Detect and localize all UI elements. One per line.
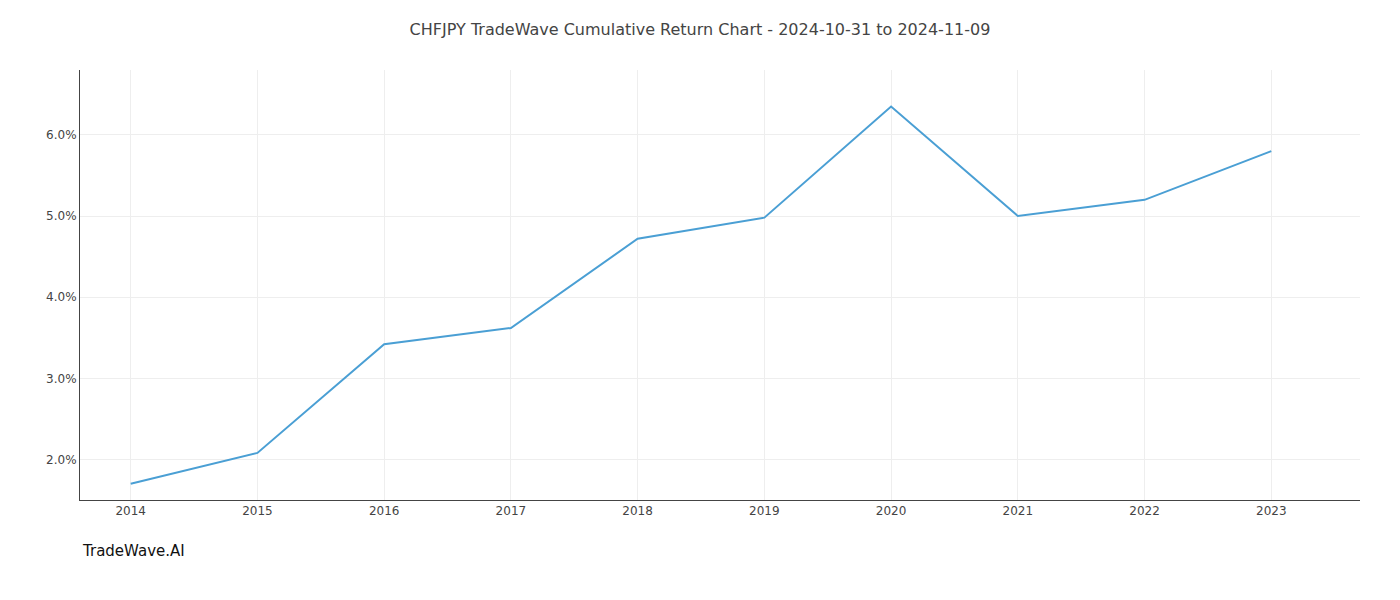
svg-text:2023: 2023	[1256, 504, 1287, 518]
svg-text:2022: 2022	[1129, 504, 1160, 518]
svg-text:6.0%: 6.0%	[46, 128, 77, 142]
svg-text:2015: 2015	[242, 504, 273, 518]
svg-text:3.0%: 3.0%	[46, 372, 77, 386]
svg-text:TradeWave.AI: TradeWave.AI	[82, 542, 185, 560]
svg-text:2020: 2020	[876, 504, 907, 518]
svg-text:2019: 2019	[749, 504, 780, 518]
svg-text:4.0%: 4.0%	[46, 290, 77, 304]
svg-text:2.0%: 2.0%	[46, 453, 77, 467]
svg-text:CHFJPY TradeWave Cumulative Re: CHFJPY TradeWave Cumulative Return Chart…	[410, 20, 991, 39]
svg-text:2021: 2021	[1003, 504, 1034, 518]
svg-text:2016: 2016	[369, 504, 400, 518]
svg-text:5.0%: 5.0%	[46, 209, 77, 223]
svg-text:2014: 2014	[115, 504, 146, 518]
svg-text:2017: 2017	[496, 504, 527, 518]
svg-text:2018: 2018	[622, 504, 653, 518]
